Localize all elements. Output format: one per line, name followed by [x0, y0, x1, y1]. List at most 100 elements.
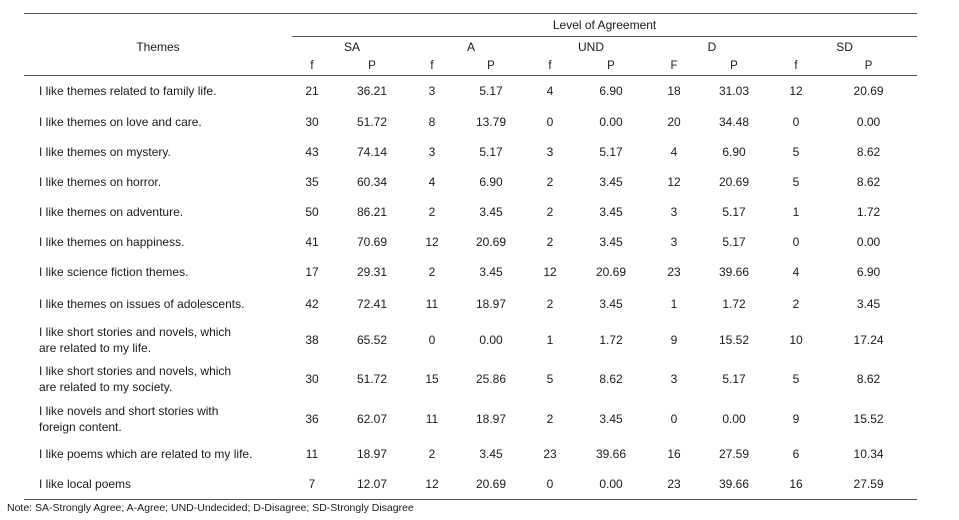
- percentage-cell: 15.52: [853, 411, 884, 426]
- frequency-cell: 10: [789, 332, 803, 347]
- percentage-cell: 74.14: [356, 144, 388, 159]
- theme-text-line: are related to my life.: [39, 340, 152, 355]
- frequency-cell: 12: [412, 468, 452, 500]
- table-row: I like local poems 7 12.07 12 20.69 0 0.00 23 39…: [24, 468, 918, 500]
- agreement-table-container: Level of Agreement Themes SA A UND D SD …: [24, 13, 918, 500]
- percentage-cell: 20.69: [595, 265, 627, 279]
- percentage-cell: 3.45: [599, 175, 623, 189]
- frequency-cell: 18: [667, 84, 681, 99]
- frequency-cell: 5: [792, 175, 800, 189]
- frequency-cell: 12: [543, 265, 557, 279]
- frequency-cell: 30: [305, 371, 319, 386]
- percentage-cell: 0.00: [570, 468, 652, 500]
- frequency-cell: 11: [425, 411, 439, 426]
- agreement-table: Level of Agreement Themes SA A UND D SD …: [24, 13, 918, 500]
- sublabel-sa-f: f: [292, 57, 332, 76]
- percentage-cell: 18.97: [475, 297, 507, 311]
- percentage-cell: 34.48: [718, 114, 750, 129]
- frequency-cell: 0: [546, 114, 554, 129]
- percentage-cell: 5.17: [479, 84, 503, 99]
- percentage-cell: 3.45: [599, 234, 623, 249]
- theme-text-line: I like local poems: [39, 476, 132, 491]
- frequency-cell: 3: [546, 144, 554, 159]
- theme-cell: I like themes on issues of adolescents.: [24, 288, 292, 321]
- percentage-cell: 1.72: [856, 205, 881, 219]
- percentage-cell: 1.72: [599, 332, 623, 347]
- frequency-cell: 23: [667, 265, 681, 279]
- header-row-categories: Themes SA A UND D SD: [24, 37, 917, 58]
- table-row: I like themes related to family life. 21 3…: [24, 76, 917, 107]
- theme-cell: I like themes on horror.: [24, 167, 292, 198]
- frequency-cell: 2: [428, 265, 436, 279]
- frequency-cell: 38: [305, 332, 319, 347]
- frequency-cell: 36: [305, 411, 319, 426]
- theme-cell: I like local poems: [24, 468, 292, 500]
- frequency-cell: 35: [305, 175, 319, 189]
- frequency-cell: 3: [670, 205, 678, 219]
- theme-text-line: I like themes on love and care.: [39, 114, 202, 129]
- percentage-cell: 86.21: [356, 205, 388, 219]
- percentage-cell: 39.66: [718, 265, 750, 279]
- frequency-cell: 4: [792, 265, 800, 279]
- table-row: I like science fiction themes. 17 29.31 2 3.…: [24, 257, 917, 288]
- table-row: I like themes on issues of adolescents. 4…: [24, 288, 917, 321]
- percentage-cell: 20.69: [718, 175, 750, 189]
- theme-text-line: I like themes related to family life.: [39, 84, 217, 99]
- frequency-cell: 2: [546, 297, 554, 311]
- percentage-cell: 20.69: [475, 234, 507, 249]
- percentage-cell: 36.21: [356, 84, 388, 99]
- frequency-cell: 43: [305, 144, 319, 159]
- theme-text-line: I like themes on adventure.: [39, 205, 184, 219]
- percentage-cell: 25.86: [475, 371, 507, 386]
- header-blank: [24, 13, 292, 37]
- percentage-cell: 3.45: [479, 446, 503, 461]
- percentage-cell: 18.97: [475, 411, 507, 426]
- sublabel-sd-p: P: [820, 57, 918, 76]
- theme-text-line: I like themes on mystery.: [39, 144, 171, 159]
- frequency-cell: 3: [428, 144, 436, 159]
- category-heading-sa: SA: [343, 40, 360, 54]
- frequency-cell: 2: [546, 205, 554, 219]
- sublabel-d-f: F: [652, 57, 696, 76]
- frequency-cell: 1: [546, 332, 554, 347]
- theme-cell: I like science fiction themes.: [24, 257, 292, 288]
- frequency-cell: 3: [670, 234, 678, 249]
- percentage-cell: 3.45: [479, 265, 503, 279]
- table-row: I like themes on horror. 35 60.34 4 6.90 2 3.4…: [24, 167, 917, 198]
- theme-cell: I like themes related to family life.: [24, 76, 292, 107]
- frequency-cell: 9: [670, 332, 678, 347]
- theme-text-line: I like themes on happiness.: [39, 234, 185, 249]
- percentage-cell: 29.31: [356, 265, 388, 279]
- category-heading-a: A: [466, 40, 475, 54]
- sublabel-blank: [24, 57, 292, 76]
- frequency-cell: 3: [670, 371, 678, 386]
- frequency-cell: 4: [670, 144, 678, 159]
- theme-cell: I like themes on love and care.: [24, 107, 292, 137]
- frequency-cell: 1: [792, 205, 800, 219]
- frequency-cell: 2: [428, 205, 436, 219]
- percentage-cell: 18.97: [356, 446, 388, 461]
- frequency-cell: 0: [792, 234, 800, 249]
- percentage-cell: 8.62: [856, 175, 881, 189]
- frequency-cell: 3: [428, 84, 436, 99]
- percentage-cell: 5.17: [722, 234, 746, 249]
- percentage-cell: 13.79: [475, 114, 507, 129]
- frequency-cell: 15: [425, 371, 439, 386]
- theme-cell: I like short stories and novels, which ar…: [24, 359, 292, 399]
- sublabel-d-p: P: [696, 57, 772, 76]
- table-row: I like themes on love and care. 30 51.72 8 1…: [24, 107, 917, 137]
- theme-text-line: I like themes on issues of adolescents.: [39, 297, 245, 311]
- percentage-cell: 39.66: [595, 446, 627, 461]
- frequency-cell: 30: [305, 114, 319, 129]
- percentage-cell: 62.07: [356, 411, 388, 426]
- frequency-cell: 5: [792, 371, 800, 386]
- table-body: I like themes related to family life. 21 3…: [24, 76, 918, 500]
- frequency-cell: 5: [792, 144, 800, 159]
- frequency-cell: 4: [546, 84, 554, 99]
- frequency-cell: 16: [772, 468, 820, 500]
- frequency-cell: 9: [792, 411, 800, 426]
- table-note: Note: SA-Strongly Agree; A-Agree; UND-Un…: [7, 502, 414, 514]
- table-row: I like poems which are related to my lif…: [24, 439, 917, 469]
- frequency-cell: 50: [305, 205, 319, 219]
- frequency-cell: 42: [305, 297, 319, 311]
